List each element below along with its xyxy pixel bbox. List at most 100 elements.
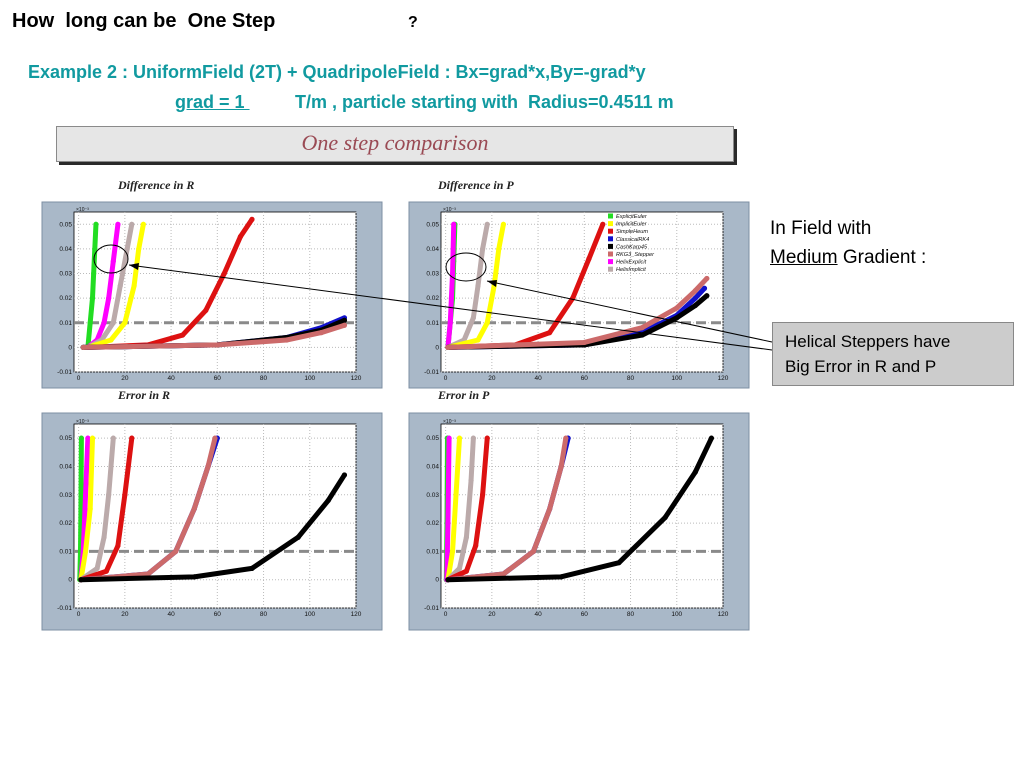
x-tick-label: 60 xyxy=(581,611,589,618)
y-tick-label: 0.03 xyxy=(59,271,72,278)
point-SimpleHeum xyxy=(600,221,606,227)
series-ImplicitEuler xyxy=(445,221,506,350)
legend-label-ImplicitEuler: ImplicitEuler xyxy=(616,222,648,228)
y-tick-label: 0 xyxy=(435,577,439,584)
y-tick-label: 0 xyxy=(435,344,439,351)
highlight-ellipse-p xyxy=(445,252,487,282)
banner: One step comparison xyxy=(56,126,734,162)
series-group xyxy=(80,216,348,350)
point-HelixImplicit xyxy=(110,435,116,441)
x-tick-label: 100 xyxy=(304,375,315,382)
point-HelixExplicit xyxy=(445,520,451,526)
point-HelixImplicit xyxy=(480,246,486,252)
point-ImplicitEuler xyxy=(484,320,490,326)
point-ClassicalRK4 xyxy=(701,285,708,291)
callout-box: Helical Steppers have Big Error in R and… xyxy=(772,322,1014,386)
point-CashKarp45 xyxy=(445,577,451,583)
chart-difference-in-p: 0 20 40 60 80 100 120 -0.01 0 0.01 0.02 0.03 0.04 0.0… xyxy=(408,201,750,389)
y-tick-label: 0.01 xyxy=(59,548,72,555)
point-ImplicitEuler xyxy=(136,246,142,252)
point-ExplicitEuler xyxy=(78,435,84,441)
point-ImplicitEuler xyxy=(87,506,93,512)
y-tick-label: 0.04 xyxy=(59,246,72,253)
gradient-label: Gradient : xyxy=(837,247,927,268)
point-HelixExplicit xyxy=(82,492,89,498)
highlight-ellipse-r xyxy=(93,244,129,274)
point-CashKarp45 xyxy=(674,315,680,321)
point-RKG3_Stepper xyxy=(191,506,197,512)
y-tick-label: -0.01 xyxy=(424,605,439,612)
point-HelixExplicit xyxy=(85,435,91,441)
annotations xyxy=(93,244,773,351)
point-SimpleHeum xyxy=(480,492,486,498)
point-SimpleHeum xyxy=(103,568,109,574)
point-ImplicitEuler xyxy=(131,283,137,289)
title-question-mark: ? xyxy=(408,14,418,31)
point-ImplicitEuler xyxy=(456,435,463,441)
subtitle-line2: T/m , particle starting with Radius=0.45… xyxy=(290,92,674,112)
point-CashKarp45 xyxy=(639,332,645,338)
x-tick-label: 100 xyxy=(671,611,682,618)
point-RKG3_Stepper xyxy=(205,463,211,470)
point-SimpleHeum xyxy=(586,256,592,262)
y-tick-label: 0.02 xyxy=(59,520,72,527)
legend-label-HelixExplicit: HelixExplicit xyxy=(616,260,647,266)
y-tick-label: 0 xyxy=(68,577,72,584)
point-ExplicitEuler xyxy=(89,295,96,301)
series-CashKarp45 xyxy=(445,435,714,583)
point-CashKarp45 xyxy=(692,302,698,309)
x-tick-label: 80 xyxy=(260,611,268,618)
x-tick-label: 40 xyxy=(167,375,175,382)
y-tick-label: -0.01 xyxy=(57,369,72,376)
point-CashKarp45 xyxy=(708,435,715,441)
point-CashKarp45 xyxy=(341,472,348,478)
point-SimpleHeum xyxy=(237,234,244,240)
pointer-line-r xyxy=(128,264,773,351)
x-tick-label: 100 xyxy=(304,611,315,618)
legend-swatch-SimpleHeum xyxy=(608,228,613,234)
legend-swatch-HelixImplicit xyxy=(608,266,613,272)
point-SimpleHeum xyxy=(221,270,227,277)
axis-exponent-label: ×10⁻³ xyxy=(76,207,89,213)
arrowhead-p xyxy=(487,280,497,287)
point-HelixExplicit xyxy=(110,258,116,264)
point-CashKarp45 xyxy=(692,469,698,475)
y-tick-label: 0.04 xyxy=(426,246,439,253)
subtitle-grad: grad = 1 xyxy=(175,92,250,112)
point-SimpleHeum xyxy=(203,307,209,314)
x-tick-label: 40 xyxy=(534,375,542,382)
x-tick-label: 100 xyxy=(671,375,682,382)
y-tick-label: -0.01 xyxy=(57,605,72,612)
legend-label-CashKarp45: CashKarp45 xyxy=(616,244,648,250)
point-HelixImplicit xyxy=(117,283,123,289)
legend-swatch-ClassicalRK4 xyxy=(608,236,613,242)
chart-title-difference-in-r: Difference in R xyxy=(118,178,195,192)
chart-title-difference-in-p: Difference in P xyxy=(438,178,514,192)
axis-exponent-label: ×10⁻³ xyxy=(76,419,89,425)
series-group xyxy=(443,435,715,583)
x-tick-label: 120 xyxy=(351,375,362,382)
series-ImplicitEuler xyxy=(445,435,462,583)
point-SimpleHeum xyxy=(129,435,135,441)
point-ImplicitEuler xyxy=(500,221,507,227)
point-SimpleHeum xyxy=(122,492,128,498)
x-tick-label: 40 xyxy=(167,611,175,618)
point-HelixImplicit xyxy=(106,492,112,498)
y-tick-label: 0.02 xyxy=(426,295,439,302)
x-tick-label: 0 xyxy=(77,611,81,618)
point-SimpleHeum xyxy=(463,568,470,574)
axis-exponent-label: ×10⁻³ xyxy=(443,419,456,425)
point-SimpleHeum xyxy=(547,330,553,336)
legend-label-HelixImplicit: HelixImplicit xyxy=(616,267,646,273)
legend-swatch-HelixExplicit xyxy=(608,259,613,265)
x-tick-label: 80 xyxy=(627,611,635,618)
field-description-line1: In Field with xyxy=(770,218,872,239)
point-SimpleHeum xyxy=(249,216,255,222)
point-ImplicitEuler xyxy=(475,337,481,343)
x-tick-label: 40 xyxy=(534,611,542,618)
point-RKG3_Stepper xyxy=(581,339,587,346)
legend-swatch-CashKarp45 xyxy=(608,243,613,249)
point-CashKarp45 xyxy=(191,574,197,580)
series-HelixImplicit xyxy=(445,221,490,350)
